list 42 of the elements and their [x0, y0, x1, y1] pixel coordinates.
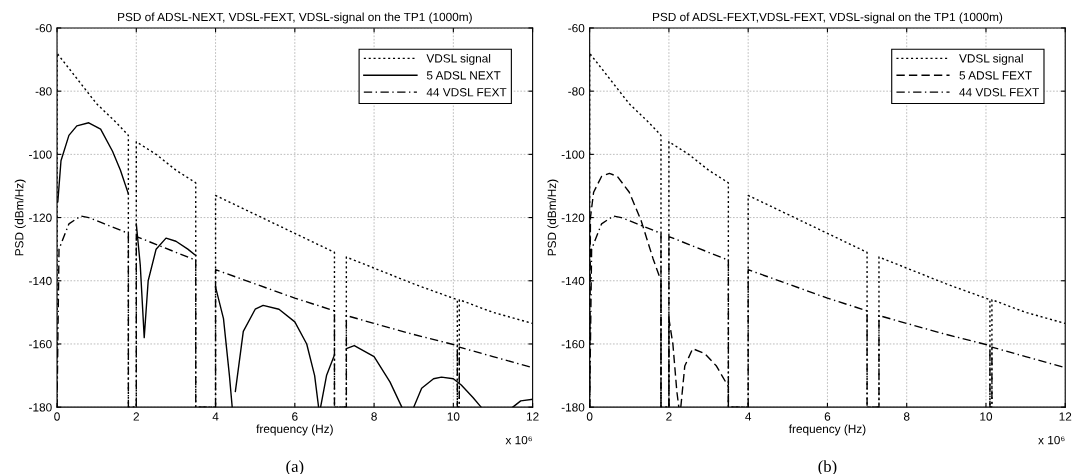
- x-tick-label: 8: [903, 412, 910, 421]
- text: x 10⁶: [1038, 435, 1065, 445]
- y-tick-label: -60: [568, 24, 585, 33]
- y-tick-label: -160: [561, 340, 585, 349]
- x-tick-label: 2: [133, 412, 139, 421]
- x-tick-label: 10: [447, 412, 460, 421]
- legend-label: VDSL signal: [426, 53, 491, 65]
- y-tick-label: -60: [35, 24, 52, 33]
- x-tick-label: 0: [586, 412, 593, 421]
- y-tick-label: -140: [561, 276, 585, 286]
- y-tick-label: -120: [29, 213, 52, 222]
- y-axis-title: PSD (dBm/Hz): [547, 179, 559, 256]
- y-tick-label: -80: [568, 87, 585, 96]
- y-tick-label: -180: [561, 403, 585, 412]
- y-tick-label: -100: [29, 150, 52, 159]
- legend-label: 5 ADSL FEXT: [959, 71, 1032, 80]
- y-tick-label: -120: [561, 213, 585, 222]
- x-tick-label: 4: [745, 412, 752, 421]
- chart-title: PSD of ADSL-FEXT,VDSL-FEXT, VDSL-signal on the TP1 (1000m): [653, 12, 1003, 24]
- x-tick-label: 4: [212, 412, 219, 421]
- x-tick-label: 12: [1059, 412, 1072, 421]
- x-axis-title: frequency (Hz): [256, 424, 333, 436]
- x-tick-label: 8: [371, 412, 377, 421]
- y-tick-label: -160: [29, 340, 52, 349]
- legend-label: 44 VDSL FEXT: [426, 88, 507, 97]
- x-axis-title: frequency (Hz): [788, 424, 866, 436]
- legend-label: 44 VDSL FEXT: [959, 88, 1039, 97]
- x-tick-label: 6: [824, 412, 831, 421]
- x-tick-label: 10: [980, 412, 993, 421]
- x-tick-label: 12: [526, 412, 539, 421]
- x-tick-label: 6: [292, 412, 298, 421]
- x-tick-label: 0: [54, 412, 60, 421]
- text: x 10⁶: [505, 435, 532, 445]
- legend-label: VDSL signal: [959, 53, 1023, 65]
- y-tick-label: -80: [35, 87, 52, 96]
- y-axis-title: PSD (dBm/Hz): [14, 179, 26, 256]
- x-tick-label: 2: [666, 412, 672, 421]
- chart-title: PSD of ADSL-NEXT, VDSL-FEXT, VDSL-signal on the TP1 (1000m): [118, 12, 472, 24]
- y-tick-label: -180: [29, 403, 52, 412]
- legend-label: 5 ADSL NEXT: [426, 71, 501, 80]
- y-tick-label: -100: [561, 150, 585, 159]
- y-tick-label: -140: [29, 276, 52, 286]
